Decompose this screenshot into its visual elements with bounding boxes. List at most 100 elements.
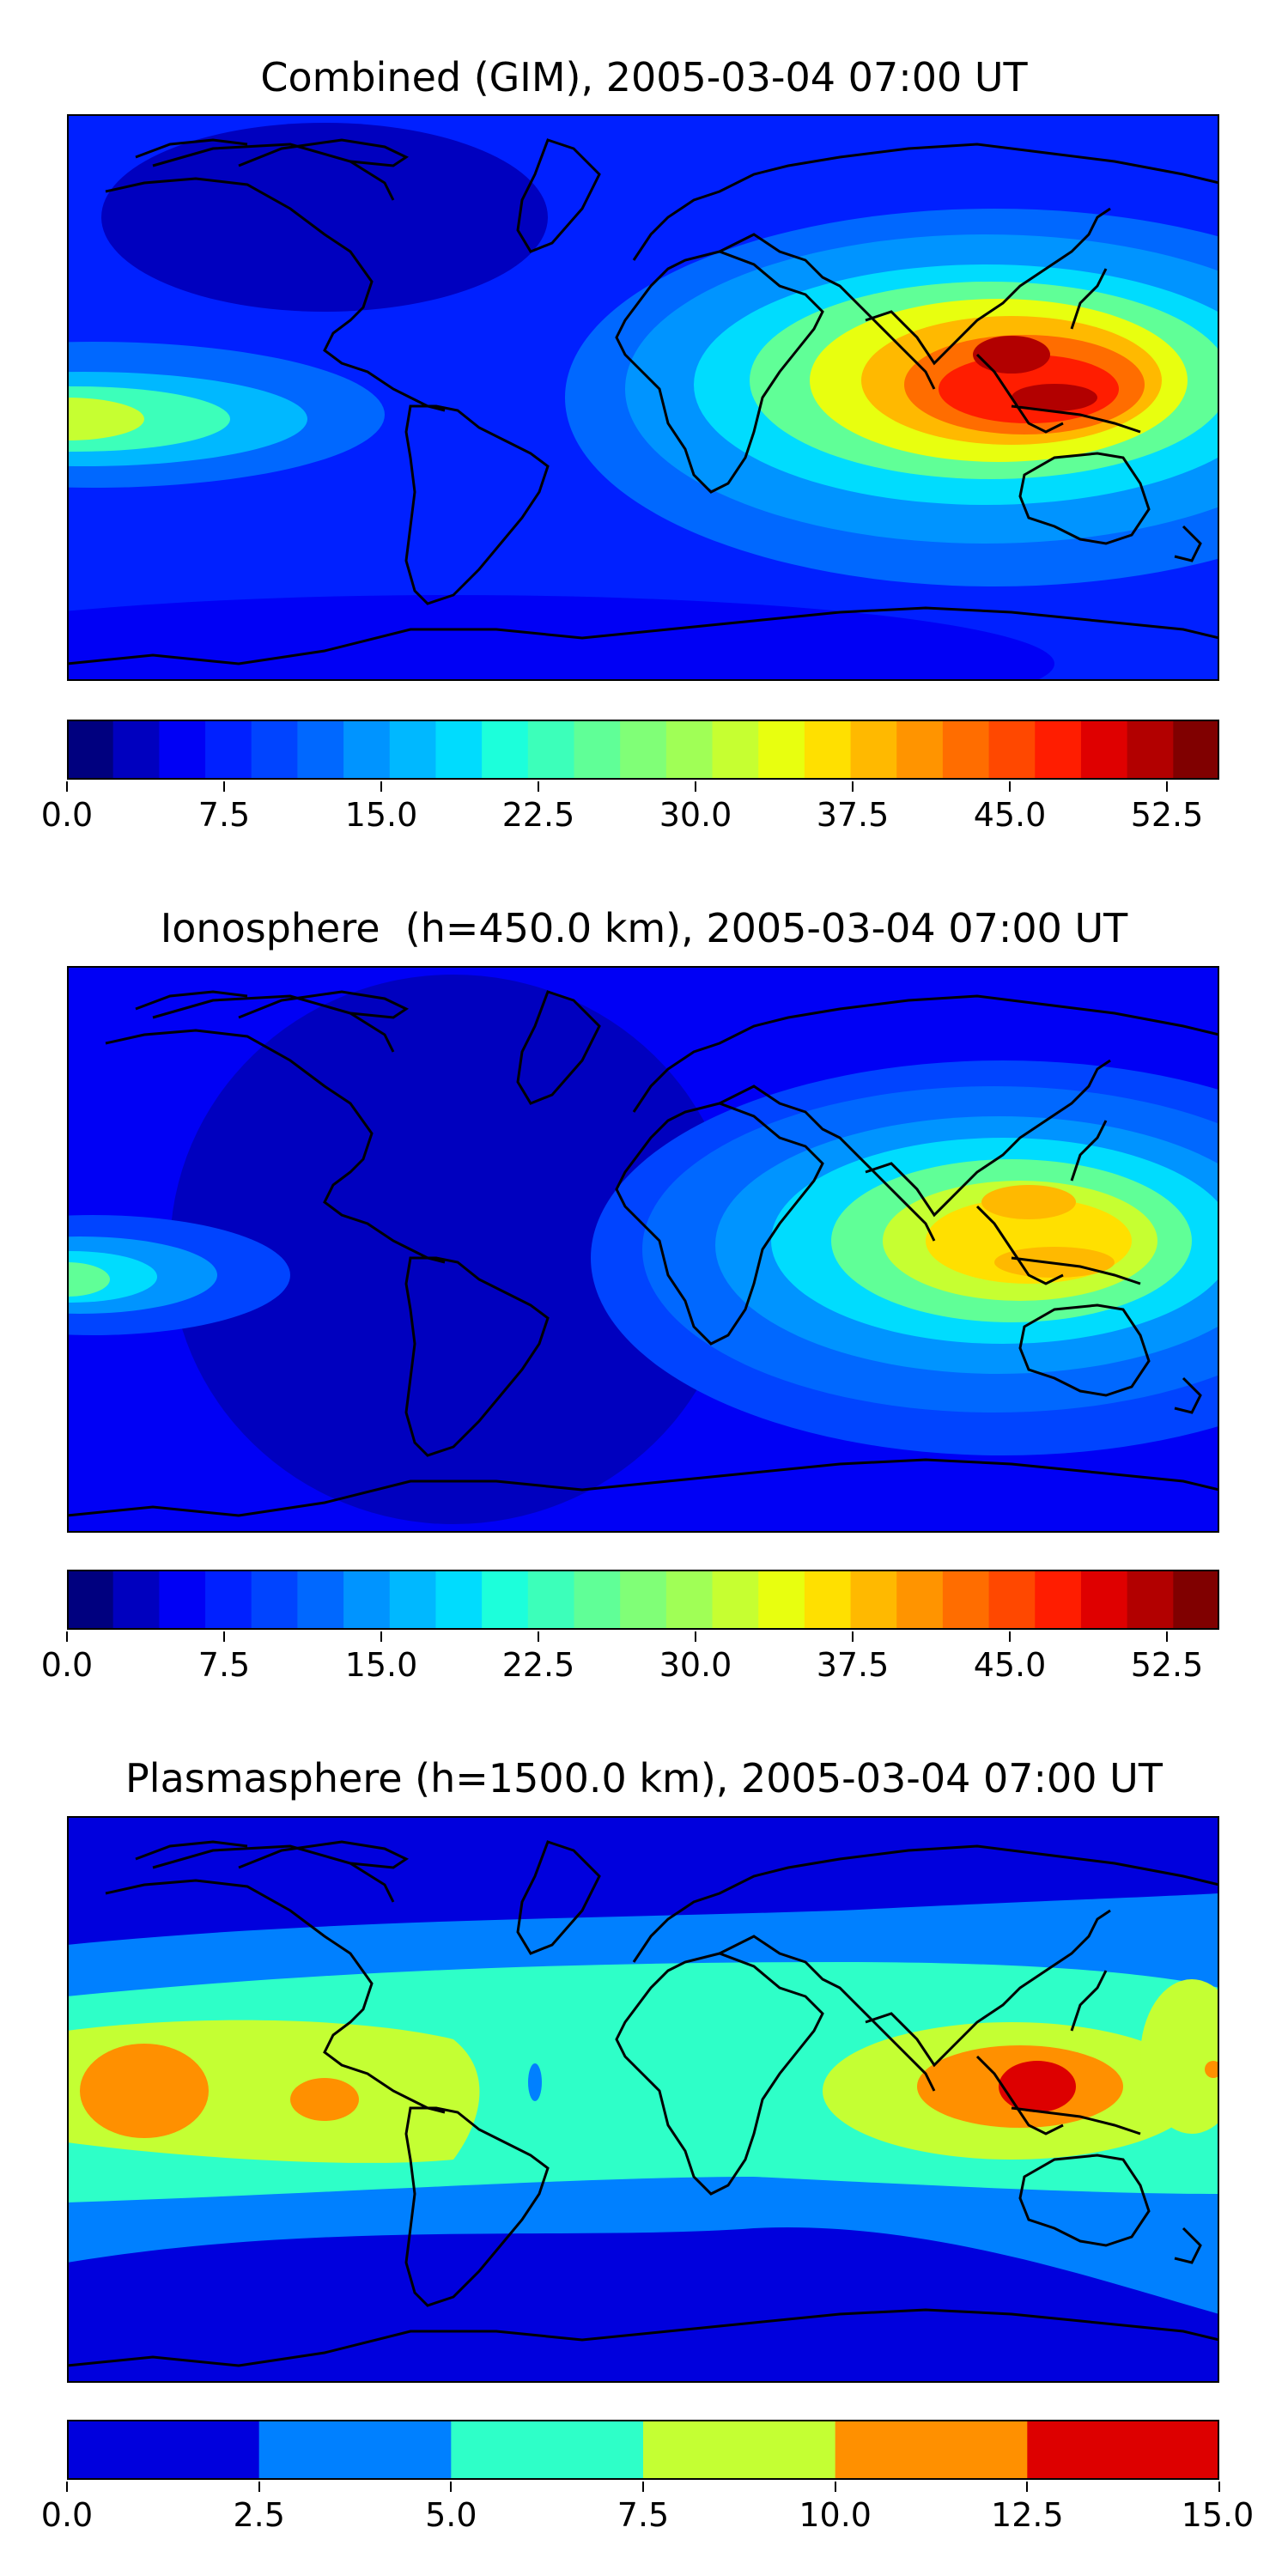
colorbar-tick-label: 15.0 — [1181, 2496, 1255, 2534]
colorbar-segment — [1080, 1570, 1128, 1630]
colorbar-segment — [1173, 720, 1219, 780]
colorbar-segment — [205, 720, 252, 780]
colorbar-tick-mark — [538, 781, 539, 792]
colorbar-tick-label: 0.0 — [40, 2496, 94, 2534]
panel-1-colorbar-ticks: 0.0 7.5 15.0 22.5 30.0 37.5 45.0 52.5 — [41, 781, 1219, 859]
colorbar-segment — [712, 1570, 759, 1630]
colorbar-segment — [758, 1570, 805, 1630]
panel-3-colorbar-ticks: 0.0 2.5 5.0 7.5 10.0 12.5 15.0 — [41, 2482, 1254, 2559]
colorbar-tick-label: 52.5 — [1130, 1646, 1204, 1684]
colorbar-segment — [297, 1570, 344, 1630]
colorbar-tick-label: 52.5 — [1130, 796, 1204, 834]
colorbar-tick-mark — [1166, 1631, 1168, 1642]
colorbar-segment — [620, 720, 667, 780]
panel-1-title: Combined (GIM), 2005-03-04 07:00 UT — [260, 54, 1028, 100]
colorbar-tick-mark — [258, 2482, 260, 2492]
colorbar-segment — [67, 720, 114, 780]
colorbar-tick-label: 0.0 — [40, 796, 94, 834]
colorbar-tick-mark — [695, 1631, 696, 1642]
colorbar-tick-label: 12.5 — [991, 2496, 1064, 2534]
colorbar-segment — [574, 1570, 621, 1630]
colorbar-tick-mark — [66, 2482, 68, 2492]
colorbar-segment — [451, 2420, 644, 2480]
colorbar-segment — [758, 720, 805, 780]
combined-tec-map — [67, 114, 1219, 681]
colorbar-tick-mark — [538, 1631, 539, 1642]
colorbar-segment — [1035, 1570, 1082, 1630]
colorbar-segment — [112, 720, 160, 780]
colorbar-tick-mark — [223, 1631, 225, 1642]
colorbar-tick-mark — [695, 781, 696, 792]
colorbar-tick-mark — [834, 2482, 836, 2492]
colorbar-tick-label: 37.5 — [816, 796, 890, 834]
colorbar-segment — [435, 720, 483, 780]
colorbar-segment — [67, 2420, 260, 2480]
colorbar-tick-label: 10.0 — [799, 2496, 872, 2534]
colorbar-tick-label: 0.0 — [40, 1646, 94, 1684]
colorbar-segment — [665, 720, 714, 780]
plasmasphere-tec-map — [67, 1816, 1219, 2383]
colorbar-tick-mark — [1026, 2482, 1029, 2492]
colorbar-tick-label: 37.5 — [816, 1646, 890, 1684]
colorbar-segment — [112, 1570, 160, 1630]
colorbar-segment — [435, 1570, 483, 1630]
panel-2-colorbar — [67, 1570, 1219, 1630]
colorbar-tick-label: 22.5 — [501, 1646, 575, 1684]
colorbar-segment — [896, 720, 944, 780]
colorbar-segment — [159, 1570, 206, 1630]
colorbar-segment — [988, 1570, 1036, 1630]
colorbar-tick-mark — [380, 781, 382, 792]
colorbar-segment — [1027, 2420, 1219, 2480]
colorbar-frame — [67, 720, 1219, 780]
colorbar-tick-label: 45.0 — [973, 796, 1047, 834]
colorbar-tick-mark — [380, 1631, 382, 1642]
colorbar-tick-label: 2.5 — [233, 2496, 285, 2534]
colorbar-tick-label: 15.0 — [344, 796, 418, 834]
colorbar-segment — [1127, 1570, 1174, 1630]
colorbar-tick-mark — [450, 2482, 453, 2492]
colorbar-segment — [482, 1570, 529, 1630]
colorbar-segment — [159, 720, 206, 780]
colorbar-tick-mark — [223, 781, 225, 792]
colorbar-tick-label: 7.5 — [617, 2496, 670, 2534]
colorbar-segment — [527, 720, 575, 780]
colorbar-tick-label: 30.0 — [659, 1646, 732, 1684]
colorbar-tick-mark — [1218, 2482, 1220, 2492]
colorbar-segment — [665, 1570, 714, 1630]
colorbar-tick-label: 30.0 — [659, 796, 732, 834]
panel-2-colorbar-ticks: 0.0 7.5 15.0 22.5 30.0 37.5 45.0 52.5 — [41, 1631, 1219, 1709]
colorbar-segment — [835, 2420, 1028, 2480]
colorbar-tick-mark — [642, 2482, 644, 2492]
colorbar-tick-mark — [66, 781, 68, 792]
colorbar-tick-label: 45.0 — [973, 1646, 1047, 1684]
colorbar-segment — [850, 720, 897, 780]
colorbar-tick-label: 15.0 — [344, 1646, 418, 1684]
colorbar-tick-mark — [66, 1631, 68, 1642]
colorbar-segment — [804, 1570, 852, 1630]
colorbar-segment — [258, 2420, 452, 2480]
colorbar-segment — [804, 720, 852, 780]
colorbar-segment — [389, 720, 437, 780]
panel-2-title: Ionosphere (h=450.0 km), 2005-03-04 07:0… — [160, 905, 1128, 951]
colorbar-tick-mark — [1009, 781, 1011, 792]
colorbar-segment — [205, 1570, 252, 1630]
colorbar-segment — [574, 720, 621, 780]
colorbar-tick-mark — [1166, 781, 1168, 792]
colorbar-segment — [67, 1570, 114, 1630]
colorbar-segment — [1035, 720, 1082, 780]
colorbar-tick-label: 7.5 — [197, 796, 251, 834]
colorbar-segment — [251, 720, 298, 780]
colorbar-segment — [942, 1570, 990, 1630]
colorbar-segment — [389, 1570, 437, 1630]
colorbar-tick-label: 22.5 — [501, 796, 575, 834]
colorbar-segment — [482, 720, 529, 780]
colorbar-segment — [988, 720, 1036, 780]
colorbar-segment — [620, 1570, 667, 1630]
colorbar-segment — [1127, 720, 1174, 780]
colorbar-segment — [297, 720, 344, 780]
panel-3-colorbar — [67, 2420, 1219, 2480]
colorbar-tick-label: 5.0 — [425, 2496, 477, 2534]
colorbar-segment — [343, 1570, 391, 1630]
colorbar-frame — [67, 1570, 1219, 1630]
colorbar-tick-label: 7.5 — [197, 1646, 251, 1684]
